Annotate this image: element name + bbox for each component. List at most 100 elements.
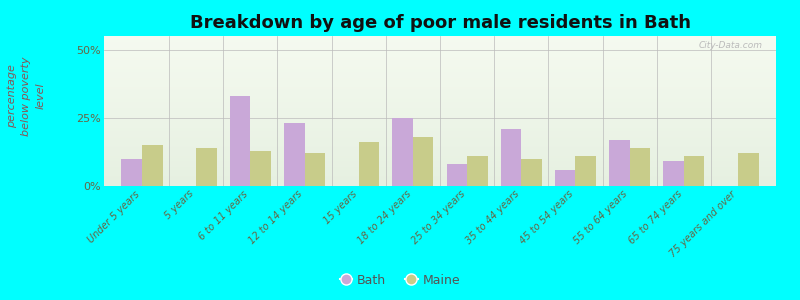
Bar <box>104 94 776 96</box>
Bar <box>104 44 776 45</box>
Bar <box>104 177 776 178</box>
Bar <box>104 164 776 165</box>
Bar <box>104 147 776 148</box>
Bar <box>104 130 776 132</box>
Bar <box>104 50 776 51</box>
Bar <box>104 54 776 56</box>
Bar <box>104 152 776 153</box>
Bar <box>104 80 776 81</box>
Bar <box>104 87 776 88</box>
Bar <box>104 108 776 110</box>
Bar <box>104 51 776 52</box>
Bar <box>104 168 776 170</box>
Bar <box>467 156 488 186</box>
Bar <box>104 58 776 60</box>
Bar <box>104 158 776 159</box>
Bar <box>104 140 776 141</box>
Bar <box>609 140 630 186</box>
Bar <box>104 114 776 116</box>
Bar <box>104 118 776 120</box>
Bar <box>104 129 776 130</box>
Bar <box>104 106 776 108</box>
Bar <box>104 136 776 138</box>
Bar <box>501 129 522 186</box>
Bar <box>104 182 776 183</box>
Bar <box>104 76 776 78</box>
Bar <box>358 142 379 186</box>
Bar <box>575 156 596 186</box>
Text: below poverty: below poverty <box>22 56 31 136</box>
Bar <box>122 159 142 186</box>
Bar <box>522 159 542 186</box>
Title: Breakdown by age of poor male residents in Bath: Breakdown by age of poor male residents … <box>190 14 690 32</box>
Bar <box>104 39 776 40</box>
Bar <box>104 45 776 46</box>
Bar <box>104 102 776 104</box>
Bar <box>104 162 776 164</box>
Bar <box>104 165 776 166</box>
Bar <box>104 92 776 93</box>
Bar <box>104 57 776 58</box>
Bar <box>104 85 776 87</box>
Bar <box>104 174 776 176</box>
Bar <box>104 112 776 114</box>
Bar <box>104 36 776 38</box>
Text: percentage: percentage <box>7 64 17 128</box>
Bar <box>230 96 250 186</box>
Bar <box>392 118 413 186</box>
Bar <box>104 172 776 174</box>
Bar <box>630 148 650 186</box>
Bar <box>196 148 217 186</box>
Bar <box>104 68 776 69</box>
Bar <box>104 105 776 106</box>
Bar <box>104 52 776 54</box>
Bar <box>663 161 684 186</box>
Bar <box>684 156 705 186</box>
Bar <box>104 40 776 42</box>
Bar <box>104 150 776 152</box>
Bar <box>142 145 162 186</box>
Bar <box>104 156 776 158</box>
Bar <box>104 124 776 126</box>
Bar <box>104 122 776 123</box>
Bar <box>555 169 575 186</box>
Bar <box>104 135 776 136</box>
Bar <box>104 98 776 99</box>
Bar <box>104 56 776 57</box>
Bar <box>104 138 776 140</box>
Bar <box>104 90 776 92</box>
Text: City-Data.com: City-Data.com <box>698 40 762 50</box>
Bar <box>104 103 776 105</box>
Bar <box>104 81 776 82</box>
Bar <box>104 78 776 80</box>
Bar <box>104 64 776 66</box>
Bar <box>738 153 758 186</box>
Bar <box>104 84 776 86</box>
Bar <box>104 159 776 160</box>
Bar <box>104 72 776 74</box>
Bar <box>104 171 776 172</box>
Bar <box>104 110 776 111</box>
Bar <box>104 132 776 134</box>
Bar <box>104 160 776 162</box>
Bar <box>104 169 776 171</box>
Bar <box>104 144 776 146</box>
Bar <box>104 120 776 122</box>
Bar <box>104 74 776 75</box>
Bar <box>104 180 776 182</box>
Bar <box>104 111 776 112</box>
Bar <box>104 42 776 44</box>
Bar <box>104 148 776 150</box>
Bar <box>104 99 776 100</box>
Bar <box>104 66 776 68</box>
Bar <box>104 100 776 102</box>
Bar <box>104 176 776 177</box>
Bar <box>104 154 776 156</box>
Bar <box>104 184 776 186</box>
Bar <box>104 69 776 70</box>
Bar <box>104 75 776 76</box>
Bar <box>104 96 776 98</box>
Bar <box>305 153 325 186</box>
Bar <box>446 164 467 186</box>
Bar <box>104 93 776 94</box>
